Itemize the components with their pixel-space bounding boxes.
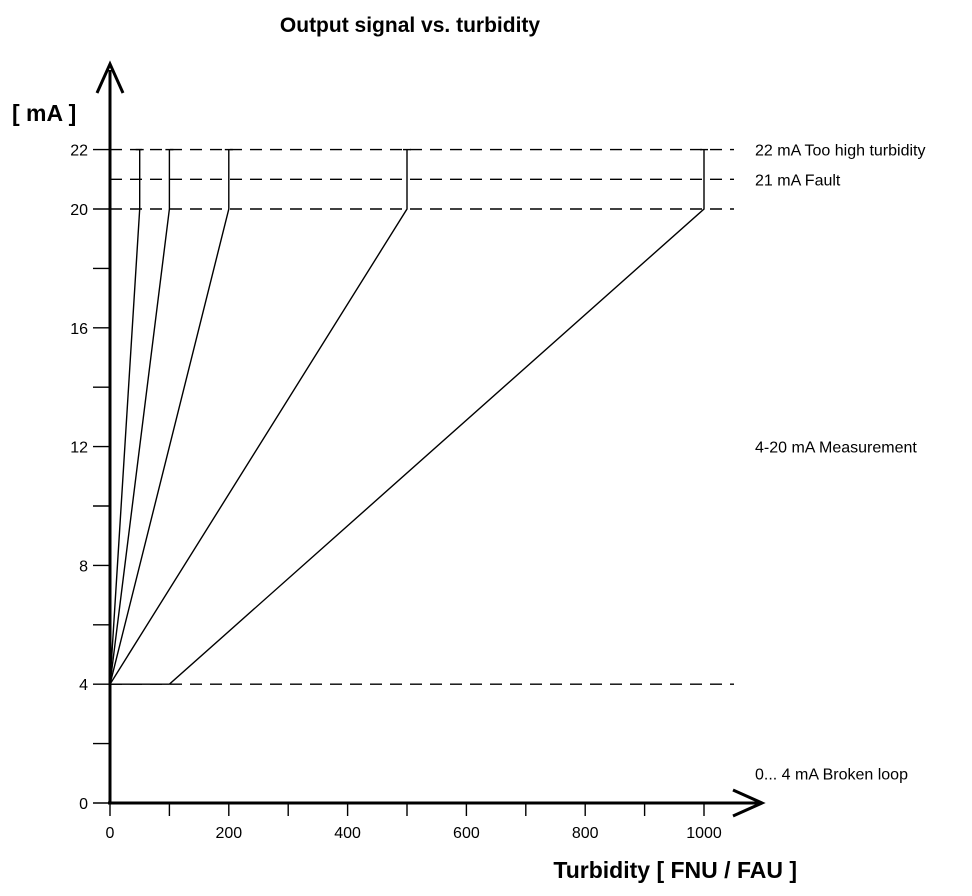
- x-tick-label: 800: [572, 825, 599, 842]
- reference-line-label: 21 mA Fault: [755, 172, 841, 189]
- chart-title: Output signal vs. turbidity: [280, 14, 540, 37]
- y-axis-label: [ mA ]: [12, 100, 76, 126]
- x-tick-label: 200: [215, 825, 242, 842]
- x-axis-label: Turbidity [ FNU / FAU ]: [553, 857, 797, 883]
- series-line-5: [110, 149, 705, 685]
- x-tick-label: 400: [334, 825, 361, 842]
- y-tick-label: 12: [70, 440, 88, 457]
- y-axis-ticks: 0 4 8 12 16 20 22: [70, 143, 110, 813]
- x-tick-label: 600: [453, 825, 480, 842]
- y-tick-label: 8: [79, 558, 88, 575]
- y-tick-label: 22: [70, 143, 88, 160]
- y-tick-label: 16: [70, 321, 88, 338]
- series-line-2: [109, 149, 171, 685]
- y-axis-arrow: [95, 60, 125, 94]
- annotations: 22 mA Too high turbidity 21 mA Fault 4-20 …: [755, 143, 925, 784]
- region-label: 0... 4 mA Broken loop: [755, 766, 908, 783]
- x-axis-ticks: 0 200 400 600 800 1000: [106, 803, 722, 842]
- x-axis-arrow: [732, 788, 766, 818]
- series-line-1: [109, 149, 141, 685]
- y-tick-label: 0: [79, 796, 88, 813]
- reference-line-label: 22 mA Too high turbidity: [755, 143, 925, 160]
- x-tick-label: 1000: [686, 825, 722, 842]
- series-lines: [109, 148, 708, 685]
- y-tick-label: 20: [70, 202, 88, 219]
- series-line-4: [109, 149, 408, 685]
- y-tick-label: 4: [79, 677, 88, 694]
- region-label: 4-20 mA Measurement: [755, 440, 917, 457]
- series-line-3: [109, 149, 230, 685]
- x-tick-label: 0: [106, 825, 115, 842]
- reference-lines: [110, 148, 734, 685]
